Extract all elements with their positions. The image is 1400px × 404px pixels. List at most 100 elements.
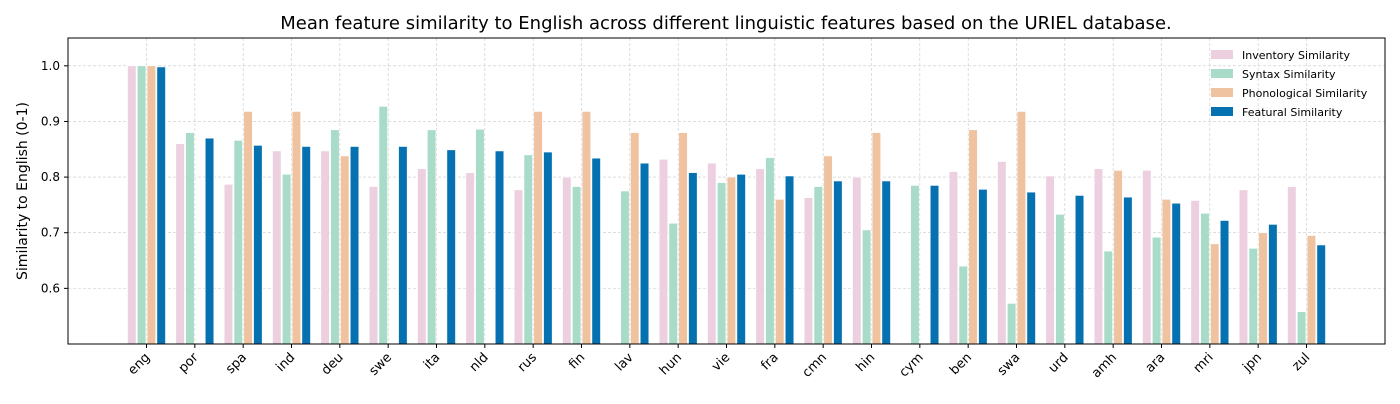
bar-rus-series-2: [523, 154, 533, 345]
bar-swe-series-4: [398, 146, 408, 345]
bar-ind-series-2: [281, 174, 292, 345]
bar-spa-series-3: [243, 111, 253, 345]
bar-deu-series-4: [349, 146, 360, 345]
bar-eng-series-4: [156, 66, 166, 345]
bar-ind-series-1: [272, 150, 282, 345]
y-axis-ticks: 0.6 0.7 0.8 0.9 1.0: [41, 59, 68, 295]
bar-hin-series-1: [852, 176, 862, 345]
x-tick-label: swa: [995, 350, 1024, 379]
x-tick-label: spa: [223, 350, 250, 377]
bar-vie-series-1: [707, 162, 717, 345]
bar-cmn-series-4: [833, 180, 843, 345]
bar-ita-series-2: [426, 129, 437, 345]
x-axis-ticks: eng por spa ind deu swe ita nld rus fin lav hun vie f…: [125, 344, 1313, 381]
bar-cmn-series-3: [823, 155, 833, 345]
bar-jpn-series-2: [1248, 248, 1258, 345]
x-tick-label: urd: [1046, 350, 1072, 376]
x-tick-label: por: [176, 350, 202, 376]
bar-hun-series-2: [668, 222, 678, 345]
x-tick-label: hin: [854, 350, 879, 375]
y-tick-label: 0.6: [41, 281, 60, 295]
bar-lav-series-4: [639, 162, 650, 345]
x-tick-label: zul: [1290, 350, 1314, 374]
legend-label: Phonological Similarity: [1242, 87, 1368, 100]
x-tick-label: lav: [612, 350, 636, 374]
bar-hin-series-2: [861, 229, 872, 345]
bar-eng-series-2: [137, 65, 147, 345]
y-tick-label: 0.8: [41, 170, 60, 184]
bar-hin-series-3: [871, 132, 881, 345]
y-tick-label: 0.7: [41, 226, 60, 240]
bar-fin-series-1: [562, 176, 572, 345]
chart-title: Mean feature similarity to English acros…: [280, 13, 1171, 34]
x-tick-label: amh: [1089, 350, 1120, 381]
bar-nld-series-4: [494, 150, 505, 345]
bar-swe-series-1: [368, 186, 379, 345]
bar-zul-series-2: [1297, 311, 1307, 345]
bar-vie-series-3: [726, 176, 736, 345]
bar-fra-series-2: [765, 157, 775, 345]
bar-amh-series-4: [1123, 196, 1133, 345]
x-tick-label: cym: [897, 350, 927, 380]
bar-cym-series-4: [929, 185, 940, 345]
bar-vie-series-4: [736, 174, 746, 345]
x-tick-label: hun: [657, 350, 685, 378]
bar-mri-series-3: [1210, 243, 1220, 345]
grid-lines: [68, 38, 1385, 344]
bar-fin-series-4: [591, 157, 601, 345]
bar-lav-series-2: [620, 190, 630, 345]
bar-ind-series-3: [291, 111, 302, 345]
bar-urd-series-2: [1055, 214, 1065, 345]
bar-fra-series-4: [784, 175, 795, 345]
x-tick-label: swe: [366, 350, 395, 379]
bar-ben-series-1: [948, 171, 959, 345]
legend-swatch: [1211, 88, 1233, 97]
bars: [127, 65, 1326, 345]
bar-urd-series-4: [1074, 195, 1085, 345]
bar-ara-series-2: [1152, 236, 1162, 345]
legend-label: Inventory Similarity: [1242, 49, 1351, 62]
bar-ben-series-3: [968, 129, 978, 345]
bar-amh-series-1: [1093, 168, 1104, 345]
x-tick-label: ara: [1143, 350, 1169, 376]
bar-hin-series-4: [881, 180, 891, 345]
bar-hun-series-4: [688, 172, 698, 345]
legend-swatch: [1211, 50, 1233, 59]
bar-mri-series-2: [1200, 212, 1210, 345]
bar-urd-series-1: [1045, 175, 1055, 345]
bar-eng-series-1: [127, 65, 137, 345]
bar-amh-series-2: [1103, 250, 1113, 345]
bar-fin-series-2: [571, 186, 582, 345]
bar-hun-series-3: [678, 132, 688, 345]
bar-swa-series-2: [1006, 303, 1017, 345]
bar-vie-series-2: [716, 182, 727, 345]
bar-jpn-series-1: [1238, 189, 1249, 345]
x-tick-label: vie: [709, 350, 733, 374]
bar-fra-series-1: [755, 168, 765, 345]
bar-cmn-series-1: [803, 197, 814, 345]
x-tick-label: cmn: [800, 350, 830, 380]
x-tick-label: mri: [1191, 350, 1217, 376]
bar-mri-series-4: [1219, 220, 1230, 345]
bar-spa-series-4: [253, 145, 263, 345]
bar-zul-series-3: [1306, 235, 1316, 345]
bar-rus-series-1: [513, 189, 524, 345]
bar-por-series-4: [204, 137, 215, 345]
bar-por-series-2: [185, 132, 195, 345]
x-tick-label: ind: [274, 350, 299, 375]
bar-deu-series-1: [320, 150, 330, 345]
y-axis-label: Similarity to English (0-1): [15, 102, 31, 280]
bar-eng-series-3: [146, 65, 157, 345]
x-tick-label: jpn: [1239, 350, 1265, 376]
bar-jpn-series-4: [1268, 224, 1278, 345]
x-tick-label: fra: [758, 350, 781, 373]
bar-mri-series-1: [1190, 200, 1200, 345]
bar-rus-series-3: [533, 111, 543, 345]
x-tick-label: ita: [421, 350, 443, 372]
bar-deu-series-3: [340, 155, 350, 345]
bar-fin-series-3: [581, 111, 591, 345]
bar-ben-series-2: [958, 265, 968, 345]
x-tick-label: nld: [467, 350, 492, 375]
